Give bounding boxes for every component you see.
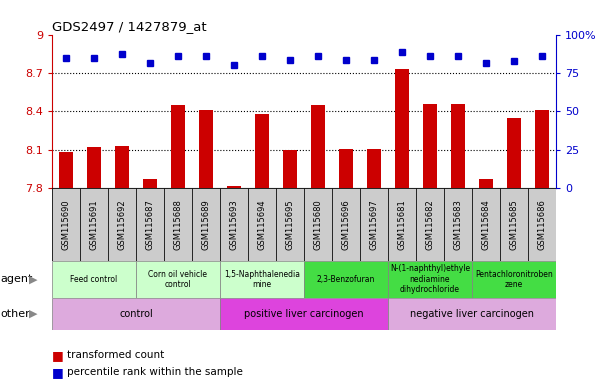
Text: ■: ■	[52, 366, 64, 379]
Text: agent: agent	[1, 274, 33, 284]
Text: transformed count: transformed count	[67, 350, 164, 360]
Bar	[227, 186, 241, 188]
Bar	[535, 110, 549, 188]
Text: ■: ■	[52, 349, 64, 362]
Text: GSM115693: GSM115693	[230, 199, 238, 250]
Bar	[395, 69, 409, 188]
Text: GSM115695: GSM115695	[285, 199, 295, 250]
Bar	[136, 261, 220, 298]
Text: GSM115681: GSM115681	[398, 199, 406, 250]
Bar	[304, 188, 332, 261]
Bar	[423, 104, 437, 188]
Bar	[500, 188, 528, 261]
Text: GSM115689: GSM115689	[202, 199, 210, 250]
Bar	[332, 188, 360, 261]
Text: GSM115688: GSM115688	[174, 199, 183, 250]
Bar	[220, 188, 248, 261]
Bar	[220, 261, 304, 298]
Text: GSM115686: GSM115686	[538, 199, 546, 250]
Text: GSM115696: GSM115696	[342, 199, 351, 250]
Bar	[164, 188, 192, 261]
Bar	[87, 147, 101, 188]
Bar	[171, 105, 185, 188]
Bar	[143, 179, 157, 188]
Bar	[59, 152, 73, 188]
Text: GSM115692: GSM115692	[117, 199, 126, 250]
Bar	[199, 110, 213, 188]
Text: positive liver carcinogen: positive liver carcinogen	[244, 309, 364, 319]
Bar	[528, 188, 556, 261]
Bar	[136, 188, 164, 261]
Bar	[52, 261, 136, 298]
Bar	[339, 149, 353, 188]
Text: GSM115690: GSM115690	[62, 199, 70, 250]
Bar	[108, 188, 136, 261]
Text: ▶: ▶	[29, 274, 38, 284]
Bar	[388, 188, 416, 261]
Text: N-(1-naphthyl)ethyle
nediamine
dihydrochloride: N-(1-naphthyl)ethyle nediamine dihydroch…	[390, 264, 470, 294]
Bar	[304, 261, 388, 298]
Bar	[507, 118, 521, 188]
Text: 1,5-Naphthalenedia
mine: 1,5-Naphthalenedia mine	[224, 270, 300, 289]
Bar	[416, 188, 444, 261]
Text: control: control	[119, 309, 153, 319]
Bar	[80, 188, 108, 261]
Bar	[388, 261, 472, 298]
Bar	[444, 188, 472, 261]
Bar	[388, 298, 556, 330]
Bar	[451, 104, 465, 188]
Text: GSM115691: GSM115691	[89, 199, 98, 250]
Text: GSM115680: GSM115680	[313, 199, 323, 250]
Bar	[472, 188, 500, 261]
Bar	[472, 261, 556, 298]
Bar	[255, 114, 269, 188]
Bar	[360, 188, 388, 261]
Bar	[367, 149, 381, 188]
Text: GSM115697: GSM115697	[370, 199, 378, 250]
Text: GSM115684: GSM115684	[481, 199, 491, 250]
Text: GSM115694: GSM115694	[257, 199, 266, 250]
Bar	[276, 188, 304, 261]
Text: GSM115683: GSM115683	[453, 199, 463, 250]
Text: 2,3-Benzofuran: 2,3-Benzofuran	[316, 275, 375, 284]
Text: Corn oil vehicle
control: Corn oil vehicle control	[148, 270, 208, 289]
Bar	[479, 179, 493, 188]
Bar	[283, 150, 297, 188]
Text: GDS2497 / 1427879_at: GDS2497 / 1427879_at	[52, 20, 207, 33]
Bar	[52, 298, 220, 330]
Bar	[52, 188, 80, 261]
Bar	[311, 105, 325, 188]
Text: other: other	[1, 309, 31, 319]
Bar	[248, 188, 276, 261]
Text: Feed control: Feed control	[70, 275, 117, 284]
Text: Pentachloronitroben
zene: Pentachloronitroben zene	[475, 270, 553, 289]
Text: GSM115687: GSM115687	[145, 199, 155, 250]
Text: percentile rank within the sample: percentile rank within the sample	[67, 367, 243, 377]
Text: ▶: ▶	[29, 309, 38, 319]
Text: GSM115682: GSM115682	[425, 199, 434, 250]
Bar	[220, 298, 388, 330]
Bar	[115, 146, 129, 188]
Text: negative liver carcinogen: negative liver carcinogen	[410, 309, 534, 319]
Text: GSM115685: GSM115685	[510, 199, 519, 250]
Bar	[192, 188, 220, 261]
